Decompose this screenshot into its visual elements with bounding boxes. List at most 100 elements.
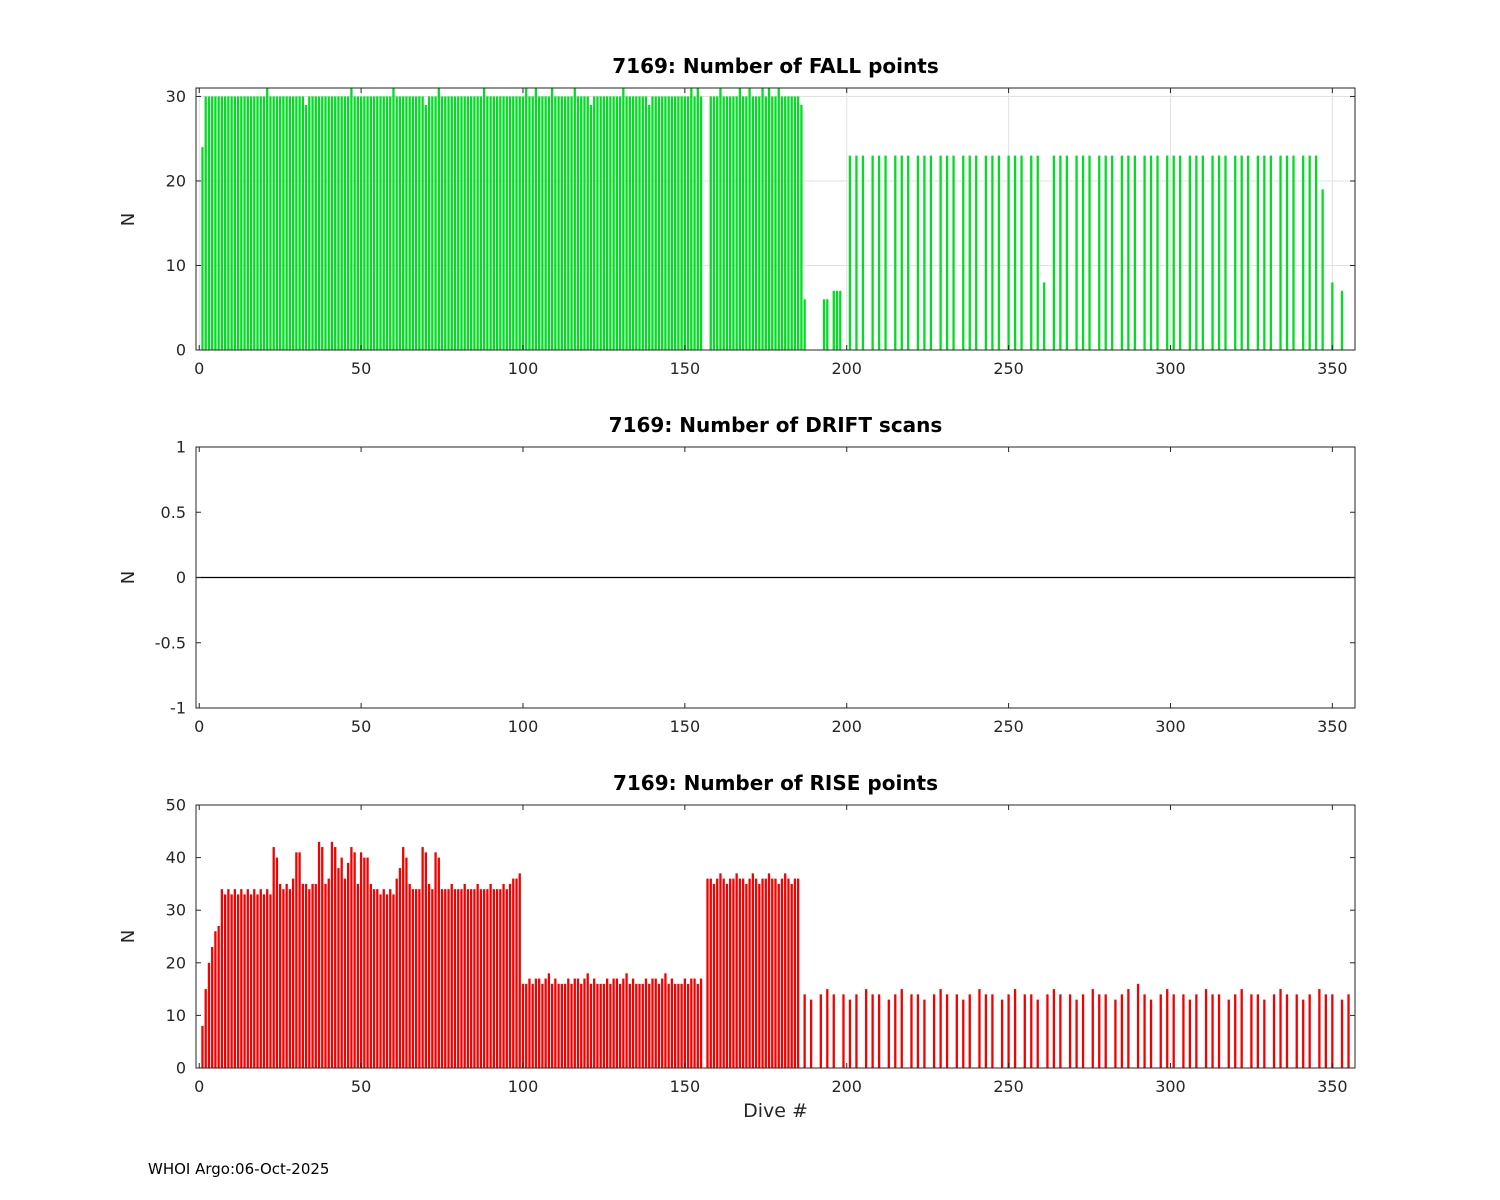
bar [1279,155,1282,350]
bar [389,889,392,1068]
bar [602,983,606,1068]
bar [1007,155,1010,350]
bar [266,889,269,1068]
bar [301,883,304,1068]
bar [628,983,631,1068]
bar [1127,155,1130,350]
bar [1149,999,1153,1068]
bar [771,878,774,1068]
bar [369,883,372,1068]
bar [353,96,356,350]
bar [978,989,981,1068]
drift-y-axis-label: N [118,570,140,585]
bar [618,983,622,1068]
bar [625,96,628,350]
bar [1269,155,1272,350]
bar [518,873,521,1068]
y-tick-label: 0 [176,568,186,587]
bar [835,290,839,350]
bar [900,155,903,350]
bar [635,96,638,350]
bar [424,104,428,351]
bar [415,889,418,1068]
bar [350,847,353,1068]
bar [288,889,292,1068]
bar [366,857,369,1068]
y-tick-label: 0.5 [161,503,186,522]
bar [797,96,800,350]
bar [308,96,311,350]
bar [301,96,304,350]
bar [923,999,926,1068]
bar [347,862,350,1068]
bar [220,889,224,1068]
y-tick-label: 10 [166,256,186,275]
bar [253,889,256,1068]
y-tick-label: -1 [170,699,186,718]
y-tick-label: 40 [166,848,186,867]
bar [444,889,447,1068]
bar [512,878,515,1068]
bar [308,889,311,1068]
bar [486,889,489,1068]
bar [968,994,971,1068]
bar [372,96,376,350]
bar [738,88,742,350]
bar [259,96,262,350]
bar [1156,155,1159,350]
x-tick-label: 50 [351,717,371,736]
bar [712,883,716,1068]
bar [563,96,567,350]
y-tick-label: 20 [166,171,186,190]
bar [227,889,230,1068]
bar [223,96,227,350]
bar [680,983,683,1068]
bar [408,96,411,350]
bar [644,978,648,1068]
x-tick-label: 100 [508,717,539,736]
bar [761,878,764,1068]
bar [706,878,709,1068]
bar [790,883,793,1068]
bar [256,894,259,1068]
bar [207,96,211,350]
bar [1272,994,1276,1068]
bar [285,96,288,350]
y-tick-label: 0 [176,1059,186,1078]
bar [243,96,246,350]
bar [1159,994,1162,1068]
bar [907,155,910,350]
bar [725,96,729,350]
bar [748,88,751,350]
bar [567,978,570,1068]
bar [382,889,385,1068]
bar [712,96,716,350]
bar [777,883,780,1068]
bar [275,96,279,350]
bar [379,96,382,350]
bar [450,96,453,350]
bar [641,96,644,350]
bar [638,96,641,350]
y-tick-label: 20 [166,953,186,972]
bar [748,878,751,1068]
bar [1204,989,1208,1068]
bar [434,96,437,350]
bar [482,88,486,350]
bar [1036,155,1039,350]
bar [774,96,777,350]
bar [1133,155,1136,350]
bar [1295,994,1298,1068]
bar [405,857,408,1068]
bar [528,96,531,350]
bar [1114,999,1117,1068]
bar [719,88,722,350]
bar [635,983,638,1068]
bar [754,878,758,1068]
bar [751,873,754,1068]
bar [476,96,479,350]
bar [508,96,512,350]
bar [1007,994,1010,1068]
